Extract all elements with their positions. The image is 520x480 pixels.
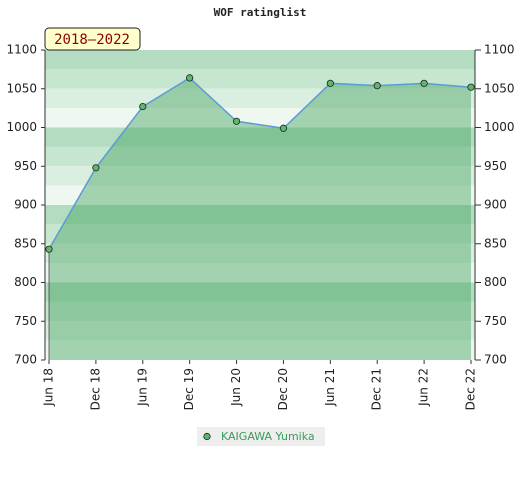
point — [326, 79, 334, 87]
x-tick-label: Jun 22 — [417, 368, 431, 407]
band — [45, 224, 475, 244]
y-tick-label: 800 — [14, 275, 37, 289]
point — [186, 74, 194, 82]
y-tick-label: 950 — [14, 159, 37, 173]
point — [92, 164, 100, 172]
band — [45, 340, 475, 360]
y2-tick-label: 1050 — [484, 81, 515, 95]
point — [45, 245, 53, 253]
y-tick-label: 1100 — [6, 43, 37, 57]
point — [420, 79, 428, 87]
x-tick-label: Dec 18 — [88, 368, 102, 410]
y2-tick-label: 900 — [484, 198, 507, 212]
x-tick-label: Dec 20 — [276, 368, 290, 410]
band — [45, 50, 475, 70]
y2-tick-label: 800 — [484, 275, 507, 289]
legend — [197, 427, 325, 446]
band — [45, 185, 475, 205]
x-tick-label: Jun 20 — [229, 368, 243, 407]
y2-tick-label: 700 — [484, 353, 507, 367]
x-tick-label: Dec 19 — [182, 368, 196, 410]
x-tick-label: Jun 19 — [135, 368, 149, 407]
y-tick-label: 750 — [14, 314, 37, 328]
point — [467, 83, 475, 91]
plot-area — [45, 50, 475, 361]
line — [48, 76, 472, 250]
band — [45, 146, 475, 167]
band — [45, 282, 475, 302]
band — [45, 88, 475, 109]
badge: 2018–2022 — [54, 32, 130, 48]
legend-marker — [203, 432, 211, 441]
y-tick-label: 1050 — [6, 81, 37, 95]
y2-tick-label: 950 — [484, 159, 507, 173]
y-tick-label: 900 — [14, 198, 37, 212]
y2-tick-label: 1100 — [484, 43, 515, 57]
band — [45, 301, 475, 322]
band — [45, 69, 475, 89]
y2-tick-label: 750 — [484, 314, 507, 328]
y2-tick-label: 1000 — [484, 120, 515, 134]
band — [45, 243, 475, 264]
badge-box — [44, 27, 141, 51]
y-tick-label: 700 — [14, 353, 37, 367]
area — [49, 77, 471, 361]
x-tick-label: Dec 21 — [370, 368, 384, 410]
band — [45, 205, 475, 225]
y-tick-label: 1000 — [6, 120, 37, 134]
band — [45, 108, 475, 128]
band — [45, 127, 475, 147]
x-tick-label: Jun 21 — [323, 368, 337, 407]
point — [279, 124, 288, 132]
chart-title: WOF ratinglist — [214, 6, 307, 19]
legend-text: KAIGAWA Yumika — [221, 430, 315, 443]
point — [373, 82, 381, 90]
y-tick-label: 850 — [14, 236, 37, 250]
point — [232, 117, 241, 125]
band — [45, 321, 475, 341]
x-tick-label: Dec 22 — [464, 368, 478, 410]
x-tick-label: Jun 18 — [42, 368, 56, 407]
band — [45, 166, 475, 186]
band — [45, 263, 475, 283]
point — [139, 102, 147, 111]
y2-tick-label: 850 — [484, 236, 507, 250]
